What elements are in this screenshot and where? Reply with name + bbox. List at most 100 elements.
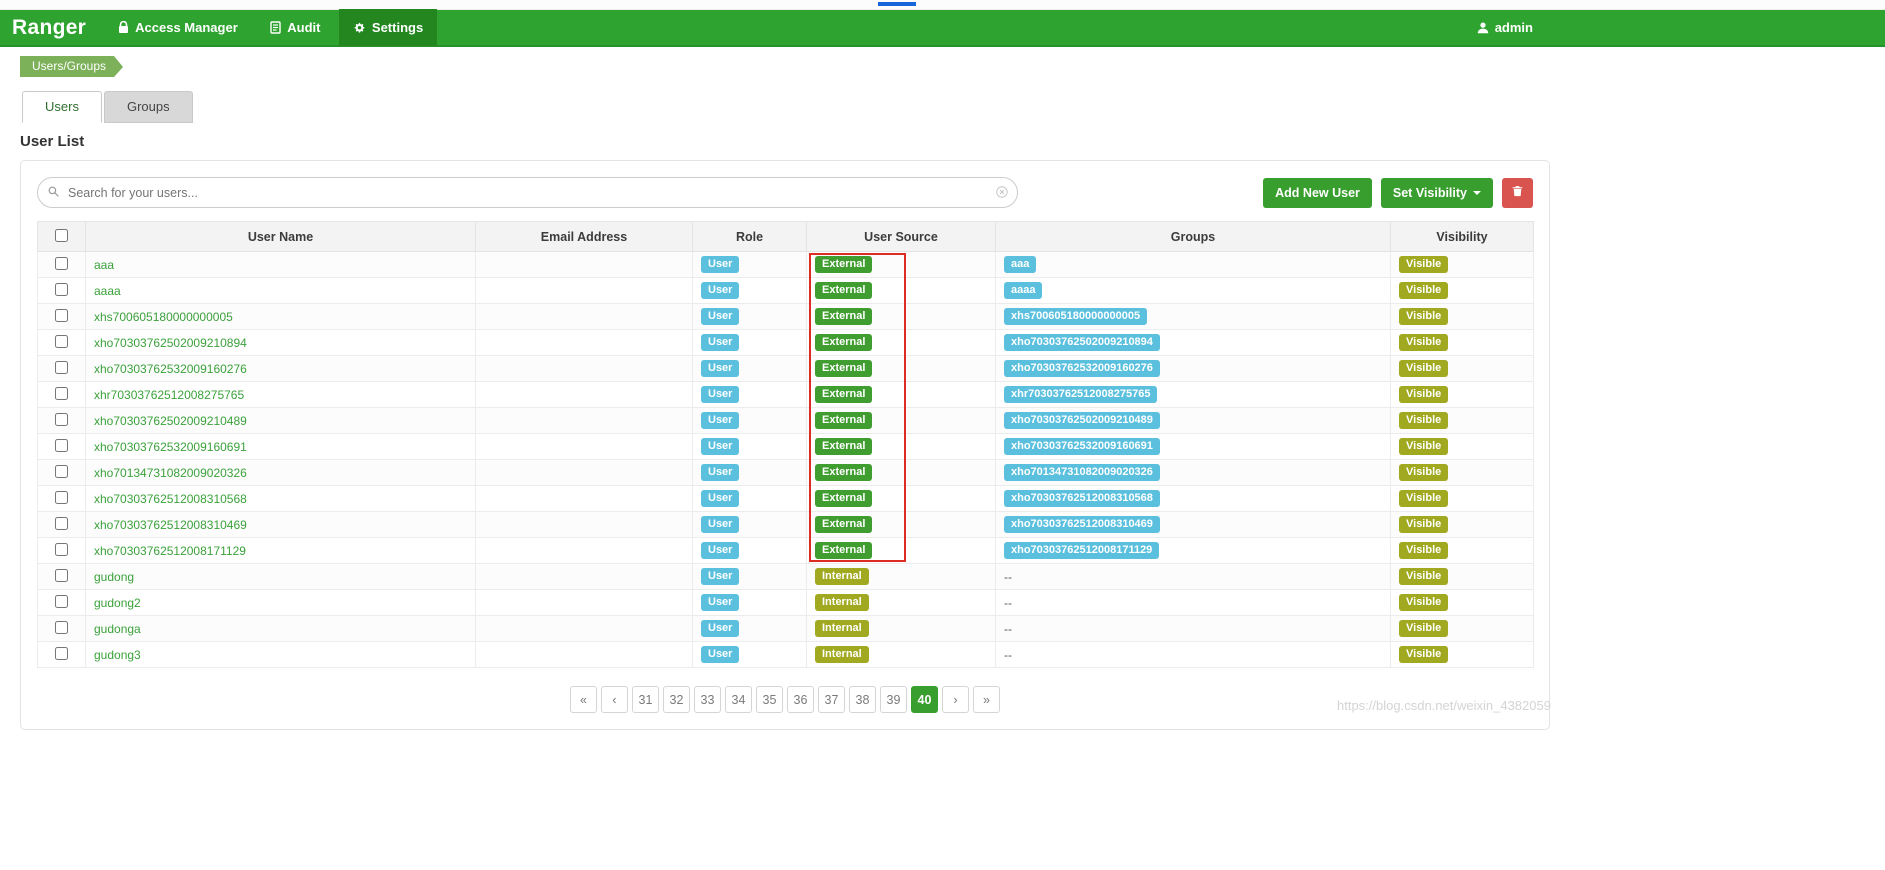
pagination-next[interactable]: › xyxy=(942,686,969,713)
tab-groups[interactable]: Groups xyxy=(103,91,193,123)
set-visibility-button[interactable]: Set Visibility xyxy=(1380,177,1493,208)
pagination-first[interactable]: « xyxy=(570,686,597,713)
pagination-page-31[interactable]: 31 xyxy=(632,686,659,713)
email-cell xyxy=(475,433,693,460)
column-header-user-source: User Source xyxy=(806,221,996,252)
trash-icon xyxy=(1511,184,1524,201)
pagination-prev[interactable]: ‹ xyxy=(601,686,628,713)
visibility-badge: Visible xyxy=(1399,438,1449,455)
select-all-checkbox[interactable] xyxy=(55,228,68,242)
pagination-last[interactable]: » xyxy=(973,686,1000,713)
role-badge: User xyxy=(701,438,740,455)
row-checkbox[interactable] xyxy=(55,308,68,322)
table-row: xho70303762532009160276 User External xho70… xyxy=(37,355,1534,382)
user-name-link[interactable]: aaa xyxy=(94,257,115,272)
pagination-page-40[interactable]: 40 xyxy=(911,686,938,713)
user-name-link[interactable]: xho70303762532009160276 xyxy=(94,361,247,376)
user-name-link[interactable]: xhs700605180000000005 xyxy=(94,309,233,324)
row-checkbox[interactable] xyxy=(55,282,68,296)
user-name-link[interactable]: aaaa xyxy=(94,283,121,298)
row-checkbox[interactable] xyxy=(55,360,68,374)
email-cell xyxy=(475,277,693,304)
group-badge[interactable]: xhs700605180000000005 xyxy=(1004,308,1148,325)
nav-settings[interactable]: Settings xyxy=(338,9,438,46)
pagination-page-35[interactable]: 35 xyxy=(756,686,783,713)
groups-cell: xho70303762532009160276 xyxy=(995,355,1391,382)
delete-button[interactable] xyxy=(1502,177,1533,208)
user-source-badge: External xyxy=(815,542,873,559)
group-badge[interactable]: xho70303762532009160276 xyxy=(1004,360,1160,377)
groups-cell: xho70134731082009020326 xyxy=(995,459,1391,486)
group-badge[interactable]: xho70303762512008310568 xyxy=(1004,490,1160,507)
pagination-page-33[interactable]: 33 xyxy=(694,686,721,713)
user-name-link[interactable]: xho70303762512008310469 xyxy=(94,517,247,532)
row-checkbox[interactable] xyxy=(55,256,68,270)
table-row: xhr70303762512008275765 User External xhr70… xyxy=(37,381,1534,408)
user-menu[interactable]: admin xyxy=(1476,20,1533,35)
user-name-link[interactable]: xho70303762512008171129 xyxy=(94,543,246,558)
visibility-badge: Visible xyxy=(1399,360,1449,377)
user-name-link[interactable]: gudonga xyxy=(94,621,141,636)
document-icon xyxy=(270,21,281,34)
group-badge[interactable]: aaaa xyxy=(1004,282,1043,299)
tab-users[interactable]: Users xyxy=(22,91,102,123)
user-name-link[interactable]: gudong3 xyxy=(94,647,141,662)
role-badge: User xyxy=(701,412,740,429)
nav-audit[interactable]: Audit xyxy=(256,9,334,46)
row-checkbox[interactable] xyxy=(55,516,68,530)
role-badge: User xyxy=(701,594,740,611)
row-checkbox[interactable] xyxy=(55,386,68,400)
user-name-link[interactable]: gudong xyxy=(94,569,135,584)
email-cell xyxy=(475,459,693,486)
person-icon xyxy=(1476,21,1490,35)
pagination-page-34[interactable]: 34 xyxy=(725,686,752,713)
user-name-link[interactable]: xhr70303762512008275765 xyxy=(94,387,245,402)
groups-cell: -- xyxy=(995,641,1391,668)
pagination-page-38[interactable]: 38 xyxy=(849,686,876,713)
group-badge[interactable]: xho70303762512008171129 xyxy=(1004,542,1160,559)
brand-logo[interactable]: Ranger xyxy=(12,15,87,39)
pagination-page-32[interactable]: 32 xyxy=(663,686,690,713)
row-checkbox[interactable] xyxy=(55,334,68,348)
user-name-link[interactable]: xho70303762502009210489 xyxy=(94,413,247,428)
clear-search-icon[interactable] xyxy=(995,185,1009,204)
role-badge: User xyxy=(701,516,740,533)
row-checkbox[interactable] xyxy=(55,568,68,582)
row-checkbox[interactable] xyxy=(55,646,68,660)
group-badge[interactable]: xho70303762502009210894 xyxy=(1004,334,1160,351)
groups-cell: aaa xyxy=(995,251,1391,278)
visibility-badge: Visible xyxy=(1399,386,1449,403)
table-row: aaaa User External aaaa Visible xyxy=(37,277,1534,304)
group-badge[interactable]: xhr70303762512008275765 xyxy=(1004,386,1158,403)
pagination-page-39[interactable]: 39 xyxy=(880,686,907,713)
group-badge[interactable]: xho70303762502009210489 xyxy=(1004,412,1160,429)
pagination-page-37[interactable]: 37 xyxy=(818,686,845,713)
user-name-link[interactable]: xho70303762512008310568 xyxy=(94,491,247,506)
user-name-link[interactable]: xho70134731082009020326 xyxy=(94,465,247,480)
add-new-user-button[interactable]: Add New User xyxy=(1263,177,1372,208)
group-badge[interactable]: xho70134731082009020326 xyxy=(1004,464,1160,481)
groups-cell: -- xyxy=(995,615,1391,642)
nav-access-manager[interactable]: Access Manager xyxy=(104,9,252,46)
breadcrumb[interactable]: Users/Groups xyxy=(20,56,124,77)
user-name-link[interactable]: xho70303762532009160691 xyxy=(94,439,247,454)
row-checkbox[interactable] xyxy=(55,542,68,556)
row-checkbox[interactable] xyxy=(55,412,68,426)
row-checkbox[interactable] xyxy=(55,438,68,452)
row-checkbox[interactable] xyxy=(55,490,68,504)
browser-chrome-sliver xyxy=(0,0,1885,10)
group-badge[interactable]: aaa xyxy=(1004,256,1037,273)
groups-cell: xhs700605180000000005 xyxy=(995,303,1391,330)
search-input[interactable] xyxy=(37,177,1018,208)
user-name-link[interactable]: xho70303762502009210894 xyxy=(94,335,247,350)
table-row: xho70303762502009210489 User External xho70… xyxy=(37,407,1534,434)
group-badge[interactable]: xho70303762532009160691 xyxy=(1004,438,1160,455)
pagination-page-36[interactable]: 36 xyxy=(787,686,814,713)
row-checkbox[interactable] xyxy=(55,620,68,634)
row-checkbox[interactable] xyxy=(55,594,68,608)
role-badge: User xyxy=(701,620,740,637)
row-checkbox[interactable] xyxy=(55,464,68,478)
user-name-link[interactable]: gudong2 xyxy=(94,595,141,610)
group-badge[interactable]: xho70303762512008310469 xyxy=(1004,516,1160,533)
top-navbar: Ranger Access Manager Audit Settings adm… xyxy=(0,9,1885,47)
